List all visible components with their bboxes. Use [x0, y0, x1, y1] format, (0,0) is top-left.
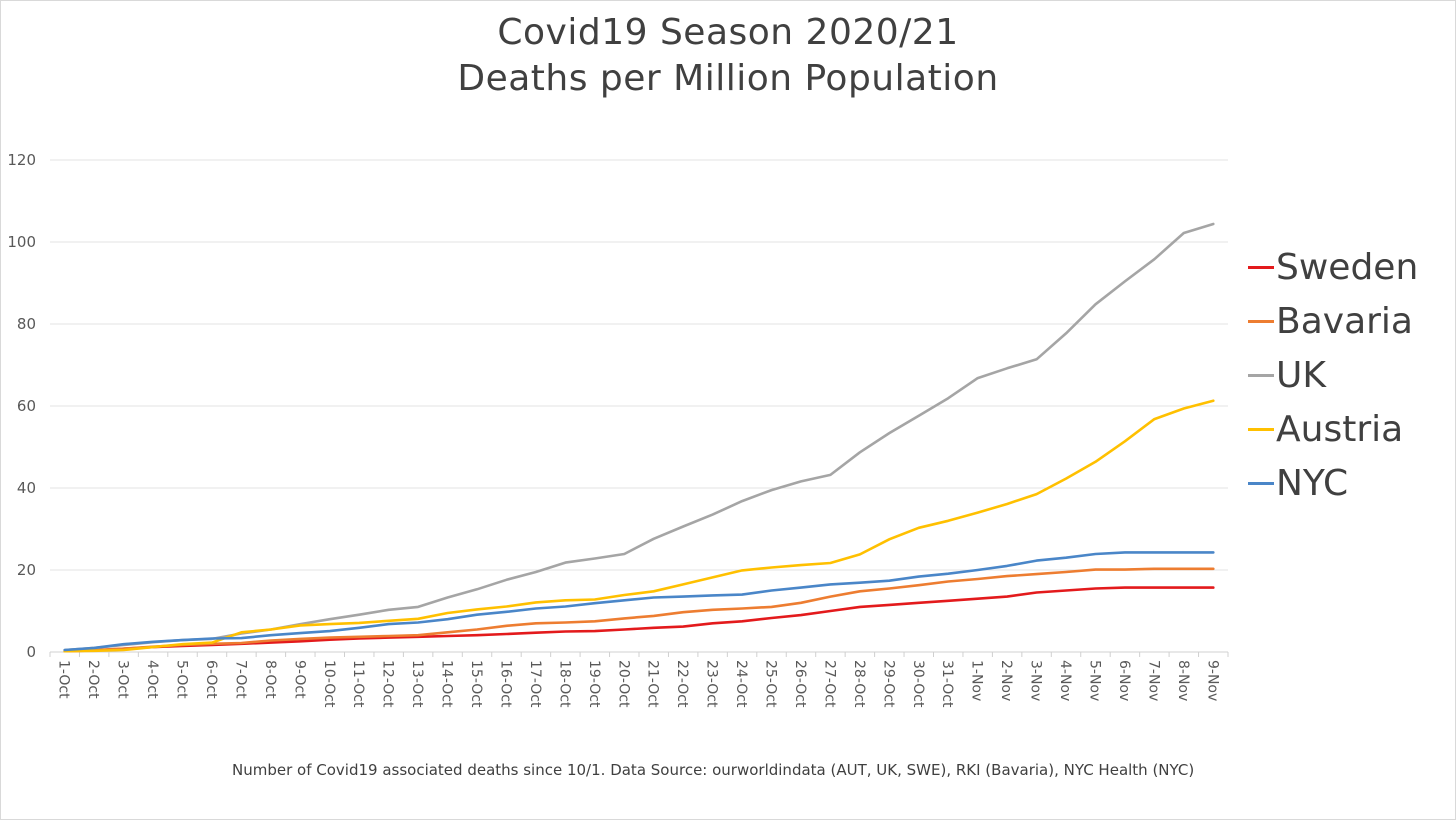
x-tick-label: 31-Oct [939, 660, 955, 708]
x-tick-label: 8-Oct [262, 660, 278, 699]
x-tick-label: 17-Oct [527, 660, 543, 708]
x-tick-label: 3-Oct [115, 660, 131, 699]
x-tick-label: 24-Oct [733, 660, 749, 708]
legend-label: UK [1276, 354, 1326, 396]
x-tick-label: 3-Nov [1028, 660, 1044, 701]
x-tick-label: 11-Oct [350, 660, 366, 708]
legend-item-bavaria: Bavaria [1248, 294, 1418, 348]
chart-caption: Number of Covid19 associated deaths sinc… [232, 761, 1195, 779]
x-tick-label: 2-Nov [998, 660, 1014, 701]
y-tick-label: 60 [17, 397, 36, 415]
x-tick-label: 2-Oct [85, 660, 101, 699]
series-line-sweden [63, 586, 1215, 653]
x-tick-label: 4-Oct [144, 660, 160, 699]
x-tick-label: 7-Nov [1145, 660, 1161, 701]
x-tick-label: 9-Oct [291, 660, 307, 699]
legend-label: Austria [1276, 408, 1404, 450]
x-tick-label: 22-Oct [674, 660, 690, 708]
chart-subtitle: Deaths per Million Population [457, 58, 999, 99]
x-tick-label: 15-Oct [468, 660, 484, 708]
y-tick-label: 0 [26, 643, 36, 661]
x-tick-label: 20-Oct [615, 660, 631, 708]
x-tick-label: 28-Oct [851, 660, 867, 708]
x-tick-label: 1-Nov [969, 660, 985, 701]
x-tick-label: 27-Oct [821, 660, 837, 708]
legend: Sweden Bavaria UK Austria NYC [1248, 240, 1418, 510]
series-line-nyc [63, 551, 1215, 652]
series-line-uk [63, 222, 1215, 652]
series-line-austria [63, 399, 1215, 653]
y-tick-label: 20 [17, 561, 36, 579]
x-tick-label: 10-Oct [321, 660, 337, 708]
series-line-bavaria [63, 567, 1215, 653]
x-tick-label: 12-Oct [380, 660, 396, 708]
legend-swatch [1248, 319, 1274, 323]
x-tick-label: 5-Oct [174, 660, 190, 699]
x-tick-label: 18-Oct [556, 660, 572, 708]
legend-label: NYC [1276, 462, 1349, 504]
x-tick-label: 6-Oct [203, 660, 219, 699]
legend-label: Bavaria [1276, 300, 1413, 342]
x-tick-label: 14-Oct [439, 660, 455, 708]
legend-swatch [1248, 373, 1274, 377]
y-tick-label: 100 [7, 233, 36, 251]
x-tick-label: 29-Oct [880, 660, 896, 708]
x-tick-label: 26-Oct [792, 660, 808, 708]
x-tick-label: 19-Oct [586, 660, 602, 708]
legend-swatch [1248, 265, 1274, 269]
x-tick-label: 6-Nov [1116, 660, 1132, 701]
legend-item-sweden: Sweden [1248, 240, 1418, 294]
x-tick-label: 21-Oct [645, 660, 661, 708]
x-tick-label: 16-Oct [497, 660, 513, 708]
x-tick-label: 30-Oct [910, 660, 926, 708]
legend-label: Sweden [1276, 246, 1419, 288]
x-tick-label: 25-Oct [763, 660, 779, 708]
x-tick-label: 8-Nov [1175, 660, 1191, 701]
chart-title: Covid19 Season 2020/21 [497, 12, 959, 53]
y-tick-label: 120 [7, 151, 36, 169]
y-tick-label: 40 [17, 479, 36, 497]
legend-swatch [1248, 427, 1274, 431]
legend-swatch [1248, 481, 1274, 485]
legend-item-nyc: NYC [1248, 456, 1418, 510]
legend-item-uk: UK [1248, 348, 1418, 402]
x-tick-label: 13-Oct [409, 660, 425, 708]
x-tick-label: 4-Nov [1057, 660, 1073, 701]
x-tick-label: 1-Oct [56, 660, 72, 699]
y-tick-label: 80 [17, 315, 36, 333]
x-tick-label: 23-Oct [704, 660, 720, 708]
x-tick-label: 9-Nov [1204, 660, 1220, 701]
legend-item-austria: Austria [1248, 402, 1418, 456]
x-tick-label: 7-Oct [232, 660, 248, 699]
x-tick-label: 5-Nov [1086, 660, 1102, 701]
